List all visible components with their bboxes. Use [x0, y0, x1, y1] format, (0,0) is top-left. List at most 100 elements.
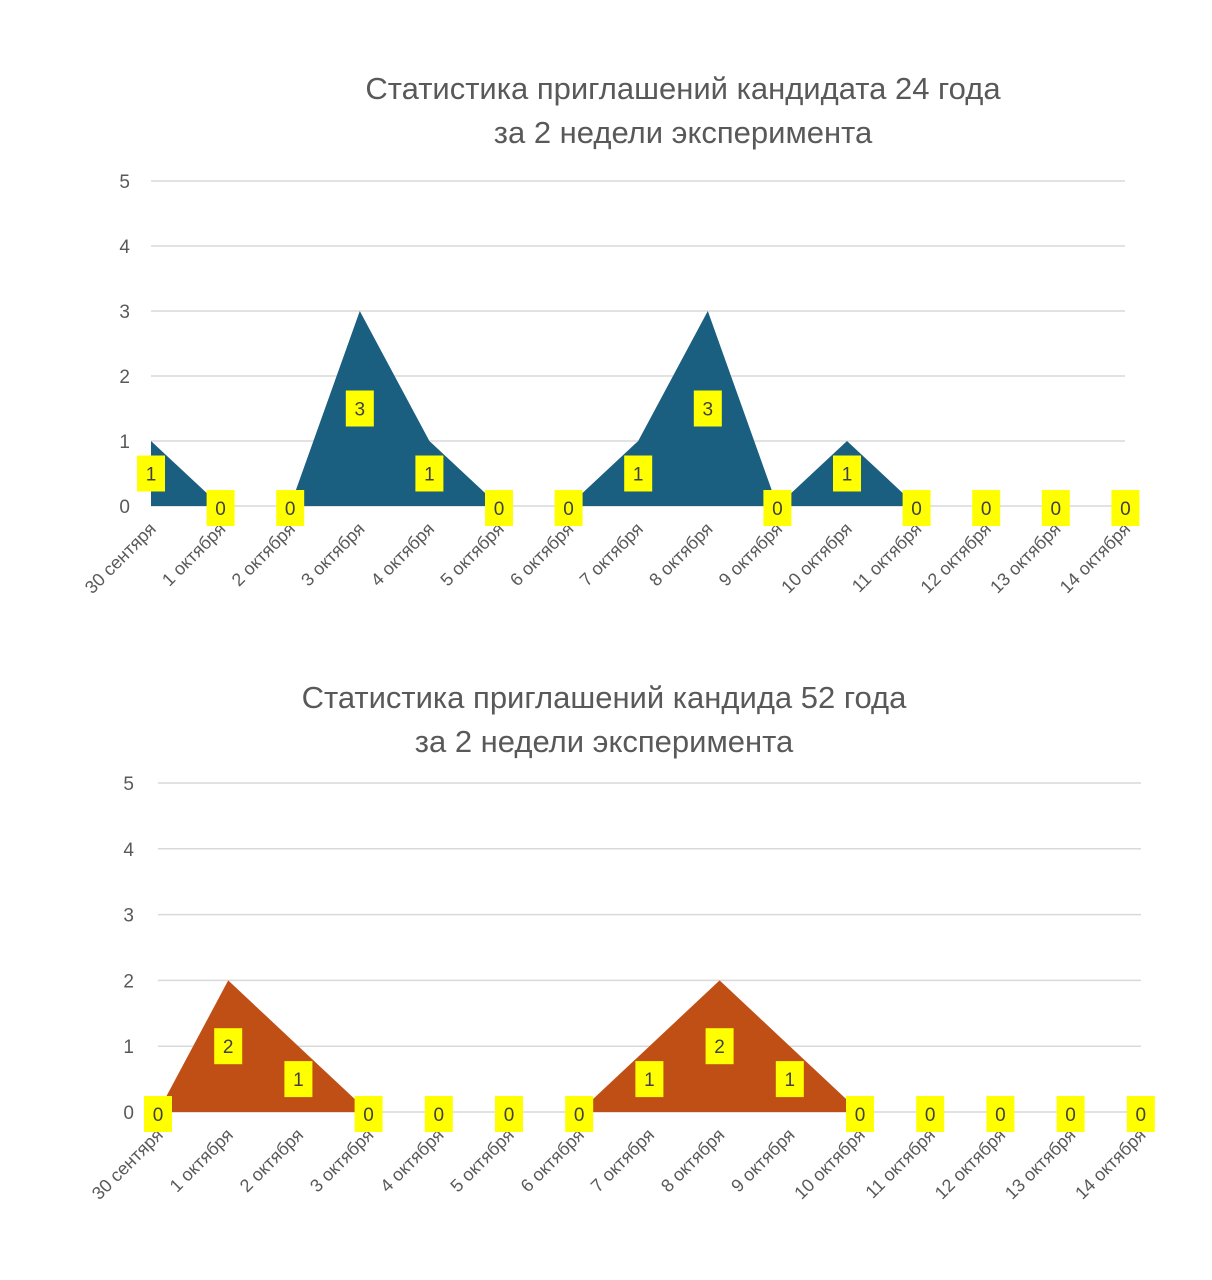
data-label: 0: [1041, 490, 1070, 526]
data-label-text: 3: [703, 400, 714, 421]
data-label-text: 0: [215, 499, 226, 520]
data-label: 1: [775, 1061, 804, 1098]
data-label-bg: [424, 1096, 453, 1132]
y-tick-label: 0: [119, 497, 130, 518]
data-label: 0: [206, 490, 235, 526]
x-tick-label: 7 октября: [576, 519, 647, 590]
x-tick-label: 5 октября: [436, 519, 507, 590]
data-label: 0: [354, 1096, 383, 1132]
x-tick-label: 2 октября: [236, 1125, 307, 1196]
data-label-text: 0: [363, 1105, 374, 1126]
data-label-bg: [485, 490, 513, 526]
data-label-bg: [354, 1096, 383, 1132]
data-label-text: 0: [574, 1105, 585, 1126]
data-label: 0: [565, 1096, 594, 1132]
x-tick-label: 14 октября: [1056, 519, 1134, 597]
data-label: 0: [916, 1096, 945, 1132]
x-tick-label: 30 сентяря: [81, 519, 160, 598]
x-tick-label: 3 октября: [306, 1125, 377, 1196]
chart-1: Статистика приглашений кандидата 24 года…: [81, 71, 1140, 598]
data-label: 3: [693, 390, 722, 427]
data-label-text: 1: [633, 465, 644, 486]
data-label-text: 3: [355, 400, 366, 421]
data-label-bg: [565, 1096, 594, 1132]
data-label-bg: [916, 1096, 945, 1132]
data-label-bg: [902, 490, 931, 526]
y-tick-label: 3: [123, 906, 134, 927]
x-tick-label: 14 октября: [1071, 1125, 1149, 1203]
data-label-text: 1: [785, 1070, 796, 1091]
data-label-bg: [206, 490, 235, 526]
data-label-bg: [137, 455, 165, 492]
data-label-bg: [1041, 490, 1070, 526]
data-label: 0: [1126, 1096, 1155, 1132]
data-label: 0: [972, 490, 1001, 526]
data-label-bg: [624, 455, 653, 492]
data-label-text: 1: [644, 1070, 655, 1091]
data-label: 1: [284, 1061, 313, 1098]
data-label-text: 0: [772, 499, 783, 520]
data-label: 0: [902, 490, 931, 526]
data-label: 1: [624, 455, 653, 492]
data-label-text: 1: [842, 465, 853, 486]
data-label-bg: [554, 490, 583, 526]
x-tick-label: 6 октября: [506, 519, 577, 590]
data-label-text: 1: [293, 1070, 304, 1091]
data-label-text: 0: [285, 499, 296, 520]
y-tick-label: 4: [119, 237, 130, 258]
x-tick-label: 9 октября: [727, 1125, 798, 1196]
x-tick-label: 13 октября: [986, 519, 1064, 597]
y-tick-label: 5: [119, 172, 130, 193]
data-label-text: 2: [223, 1037, 234, 1058]
x-tick-label: 6 октября: [517, 1125, 588, 1196]
x-tick-label: 13 октября: [1001, 1125, 1079, 1203]
data-label-text: 0: [153, 1105, 164, 1126]
x-tick-label: 5 октября: [446, 1125, 517, 1196]
area-series: [151, 311, 1126, 506]
data-label-bg: [635, 1061, 664, 1098]
data-label-text: 0: [981, 499, 992, 520]
chart-title-line: за 2 недели эксперимента: [415, 724, 794, 759]
x-tick-label: 2 октября: [228, 519, 299, 590]
y-tick-label: 1: [123, 1037, 134, 1058]
y-tick-label: 4: [123, 840, 134, 861]
x-tick-label: 9 октября: [715, 519, 786, 590]
data-label-bg: [705, 1028, 734, 1065]
y-tick-label: 5: [123, 774, 134, 795]
x-tick-label: 12 октября: [931, 1125, 1009, 1203]
data-label: 0: [1056, 1096, 1085, 1132]
data-label-bg: [214, 1028, 243, 1065]
x-tick-label: 8 октября: [657, 1125, 728, 1196]
data-label-text: 0: [494, 499, 505, 520]
data-label-text: 0: [1120, 499, 1131, 520]
data-label: 0: [1111, 490, 1140, 526]
data-label-bg: [495, 1096, 523, 1132]
data-label: 0: [846, 1096, 874, 1132]
y-tick-label: 2: [119, 367, 130, 388]
x-tick-label: 3 октября: [297, 519, 368, 590]
data-label-bg: [1111, 490, 1140, 526]
x-tick-label: 11 октября: [848, 519, 926, 597]
data-label-text: 2: [714, 1037, 725, 1058]
x-tick-label: 12 октября: [917, 519, 995, 597]
data-label-bg: [345, 390, 374, 427]
data-label-text: 0: [911, 499, 922, 520]
data-label-text: 0: [1065, 1105, 1076, 1126]
data-label: 1: [415, 455, 444, 492]
y-tick-label: 2: [123, 971, 134, 992]
x-tick-label: 1 октября: [158, 519, 229, 590]
data-label: 0: [276, 490, 305, 526]
y-tick-label: 1: [119, 432, 130, 453]
data-label-text: 0: [925, 1105, 936, 1126]
x-tick-label: 8 октября: [645, 519, 716, 590]
data-label-bg: [986, 1096, 1015, 1132]
x-tick-label: 30 сентяря: [88, 1125, 167, 1204]
data-label-text: 0: [434, 1105, 445, 1126]
data-label: 2: [214, 1028, 243, 1065]
data-label: 0: [763, 490, 792, 526]
data-label-bg: [415, 455, 444, 492]
data-label-bg: [144, 1096, 172, 1132]
y-tick-label: 3: [119, 302, 130, 323]
data-label-bg: [775, 1061, 804, 1098]
